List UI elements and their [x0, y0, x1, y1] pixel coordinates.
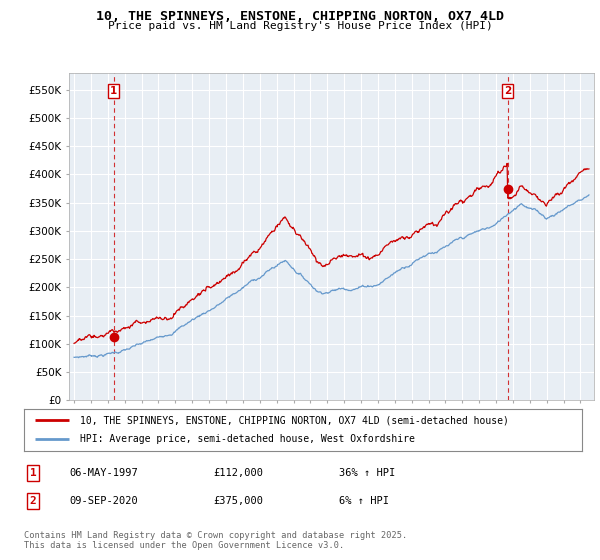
- Text: £112,000: £112,000: [213, 468, 263, 478]
- Text: Price paid vs. HM Land Registry's House Price Index (HPI): Price paid vs. HM Land Registry's House …: [107, 21, 493, 31]
- Text: HPI: Average price, semi-detached house, West Oxfordshire: HPI: Average price, semi-detached house,…: [80, 435, 415, 445]
- Text: 2: 2: [504, 86, 511, 96]
- Text: 1: 1: [110, 86, 118, 96]
- Text: Contains HM Land Registry data © Crown copyright and database right 2025.
This d: Contains HM Land Registry data © Crown c…: [24, 531, 407, 550]
- Text: 06-MAY-1997: 06-MAY-1997: [69, 468, 138, 478]
- Text: 10, THE SPINNEYS, ENSTONE, CHIPPING NORTON, OX7 4LD (semi-detached house): 10, THE SPINNEYS, ENSTONE, CHIPPING NORT…: [80, 415, 509, 425]
- Text: 6% ↑ HPI: 6% ↑ HPI: [339, 496, 389, 506]
- Text: £375,000: £375,000: [213, 496, 263, 506]
- Text: 36% ↑ HPI: 36% ↑ HPI: [339, 468, 395, 478]
- Text: 09-SEP-2020: 09-SEP-2020: [69, 496, 138, 506]
- Text: 2: 2: [29, 496, 37, 506]
- Text: 10, THE SPINNEYS, ENSTONE, CHIPPING NORTON, OX7 4LD: 10, THE SPINNEYS, ENSTONE, CHIPPING NORT…: [96, 10, 504, 22]
- Text: 1: 1: [29, 468, 37, 478]
